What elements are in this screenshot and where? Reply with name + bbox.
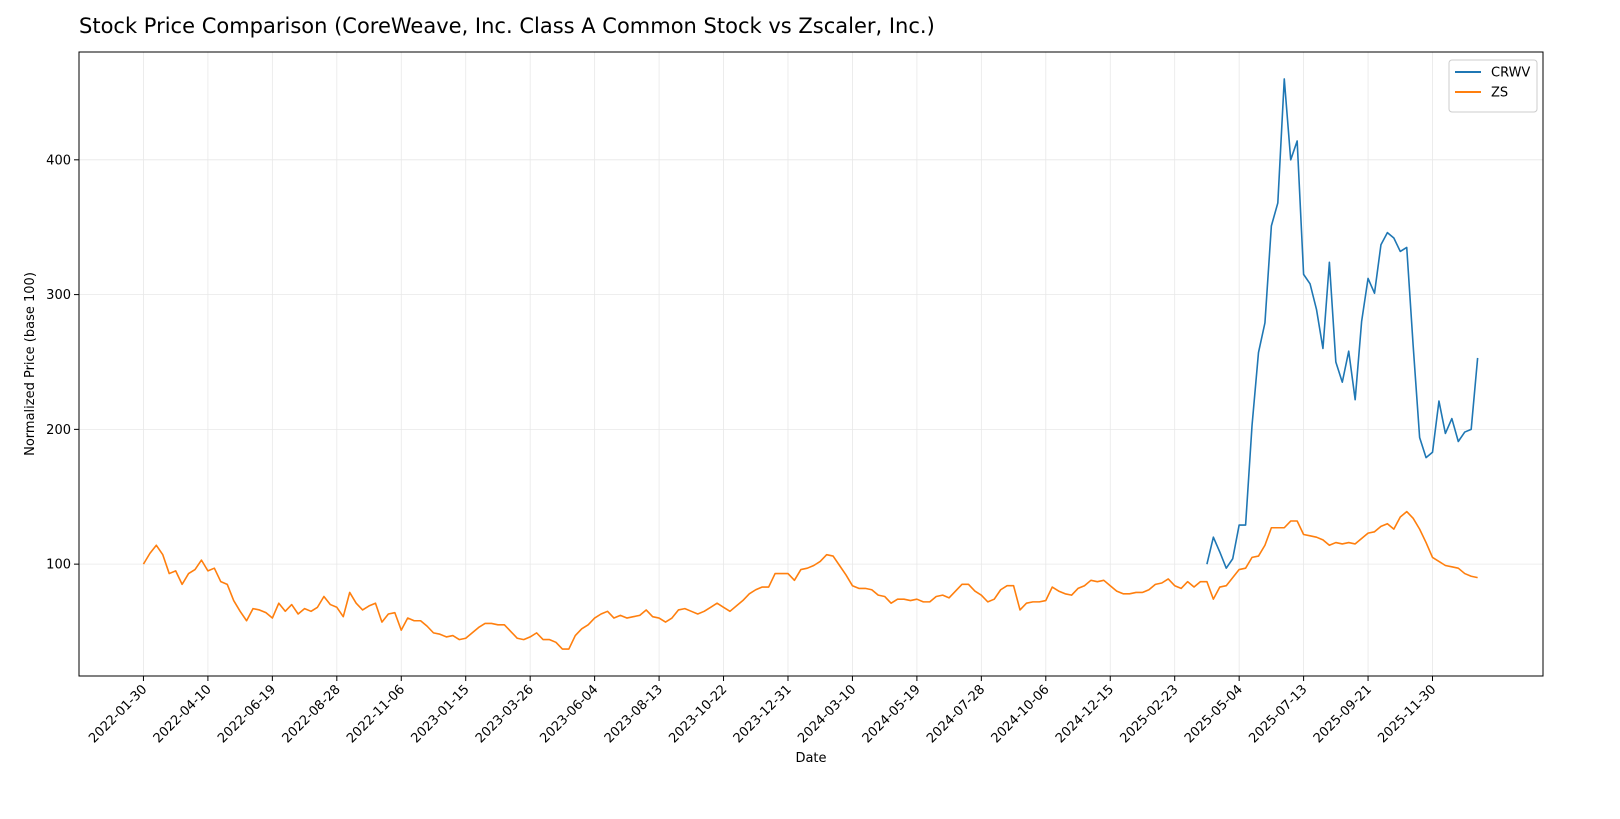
x-tick-label: 2022-11-06 — [344, 682, 408, 746]
x-tick-label: 2025-11-30 — [1375, 682, 1439, 746]
x-tick-label: 2023-06-04 — [537, 682, 601, 746]
x-axis-label: Date — [795, 751, 826, 766]
legend-label: ZS — [1491, 86, 1508, 101]
x-tick-label: 2024-12-15 — [1053, 682, 1117, 746]
x-tick-label: 2022-06-19 — [215, 682, 279, 746]
y-axis-label: Normalized Price (base 100) — [23, 272, 38, 456]
x-tick-label: 2025-02-23 — [1117, 682, 1181, 746]
y-tick-label: 100 — [46, 558, 71, 573]
x-tick-label: 2025-07-13 — [1246, 682, 1310, 746]
y-tick-label: 200 — [46, 423, 71, 438]
chart-title: Stock Price Comparison (CoreWeave, Inc. … — [79, 14, 935, 38]
x-tick-label: 2023-12-31 — [731, 682, 795, 746]
x-tick-label: 2025-09-21 — [1311, 682, 1375, 746]
x-tick-label: 2023-08-13 — [602, 682, 666, 746]
y-tick-label: 300 — [46, 288, 71, 303]
y-tick-label: 400 — [46, 153, 71, 168]
x-tick-label: 2022-01-30 — [86, 682, 150, 746]
x-tick-label: 2023-03-26 — [473, 682, 537, 746]
x-tick-label: 2022-08-28 — [280, 682, 344, 746]
x-tick-label: 2022-04-10 — [151, 682, 215, 746]
x-tick-label: 2024-07-28 — [924, 682, 988, 746]
series-line — [1206, 78, 1479, 569]
x-tick-label: 2024-10-06 — [989, 682, 1053, 746]
x-tick-label: 2024-05-19 — [860, 682, 924, 746]
series-line — [142, 510, 1478, 650]
x-tick-label: 2025-05-04 — [1182, 682, 1246, 746]
plot-frame — [78, 51, 1544, 677]
x-tick-label: 2023-10-22 — [666, 682, 730, 746]
x-tick-label: 2024-03-10 — [795, 682, 859, 746]
legend-label: CRWV — [1491, 66, 1530, 81]
x-tick-label: 2023-01-15 — [409, 682, 473, 746]
